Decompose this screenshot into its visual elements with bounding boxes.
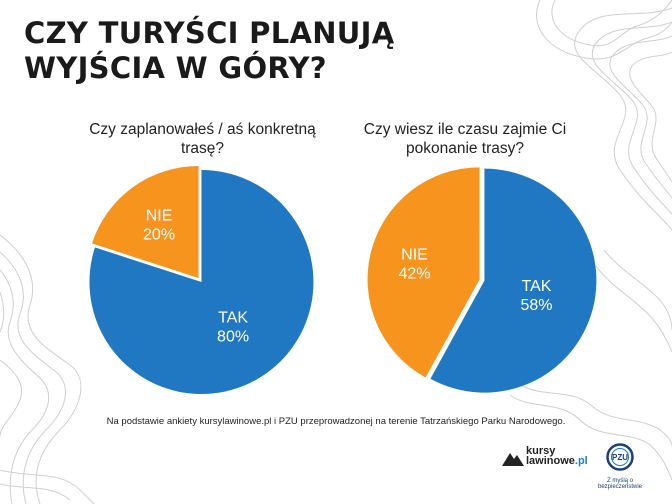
- kursylawinowe-logo: kursy lawinowe.pl: [502, 445, 588, 467]
- pzu-tagline: Z myślą o bezpieczeństwie: [597, 478, 643, 490]
- chart1-question: Czy zaplanowałeś / aś konkretną trasę?: [89, 121, 316, 157]
- chart2-label-tak: TAK: [522, 278, 552, 295]
- page-title: CZY TURYŚCI PLANUJĄ WYJŚCIA W GÓRY?: [24, 16, 394, 86]
- pzu-logo-text: PZU: [612, 453, 628, 462]
- kursy-logo-line2: lawinowe: [526, 455, 575, 467]
- title-line-1: CZY TURYŚCI PLANUJĄ: [24, 16, 395, 50]
- kursy-logo-line1: kursy: [526, 445, 556, 457]
- chart2-slice-nie: [367, 167, 480, 378]
- chart2-slice-tak: [430, 168, 597, 393]
- source-note: Na podstawie ankiety kursylawinowe.pl i …: [106, 416, 566, 427]
- chart2-label-nie: NIE: [401, 247, 428, 264]
- mountain-icon: [502, 453, 524, 466]
- chart2-value-tak: 58%: [520, 297, 552, 314]
- chart2-value-nie: 42%: [398, 266, 430, 283]
- kursy-logo-tld: .pl: [574, 455, 588, 467]
- title-line-2: WYJŚCIA W GÓRY?: [24, 51, 327, 85]
- chart1-value-tak: 80%: [217, 329, 249, 346]
- chart1-value-nie: 20%: [143, 227, 175, 244]
- pzu-emblem-icon: PZU: [606, 443, 634, 471]
- pzu-logo: PZU Z myślą o bezpieczeństwie: [590, 443, 650, 490]
- chart1-slice-tak: [89, 170, 314, 395]
- chart2-question: Czy wiesz ile czasu zajmie Ci pokonanie …: [363, 121, 567, 157]
- chart1-label-nie: NIE: [146, 208, 173, 225]
- chart1-slice-nie: [92, 165, 199, 278]
- chart1-label-tak: TAK: [218, 310, 248, 327]
